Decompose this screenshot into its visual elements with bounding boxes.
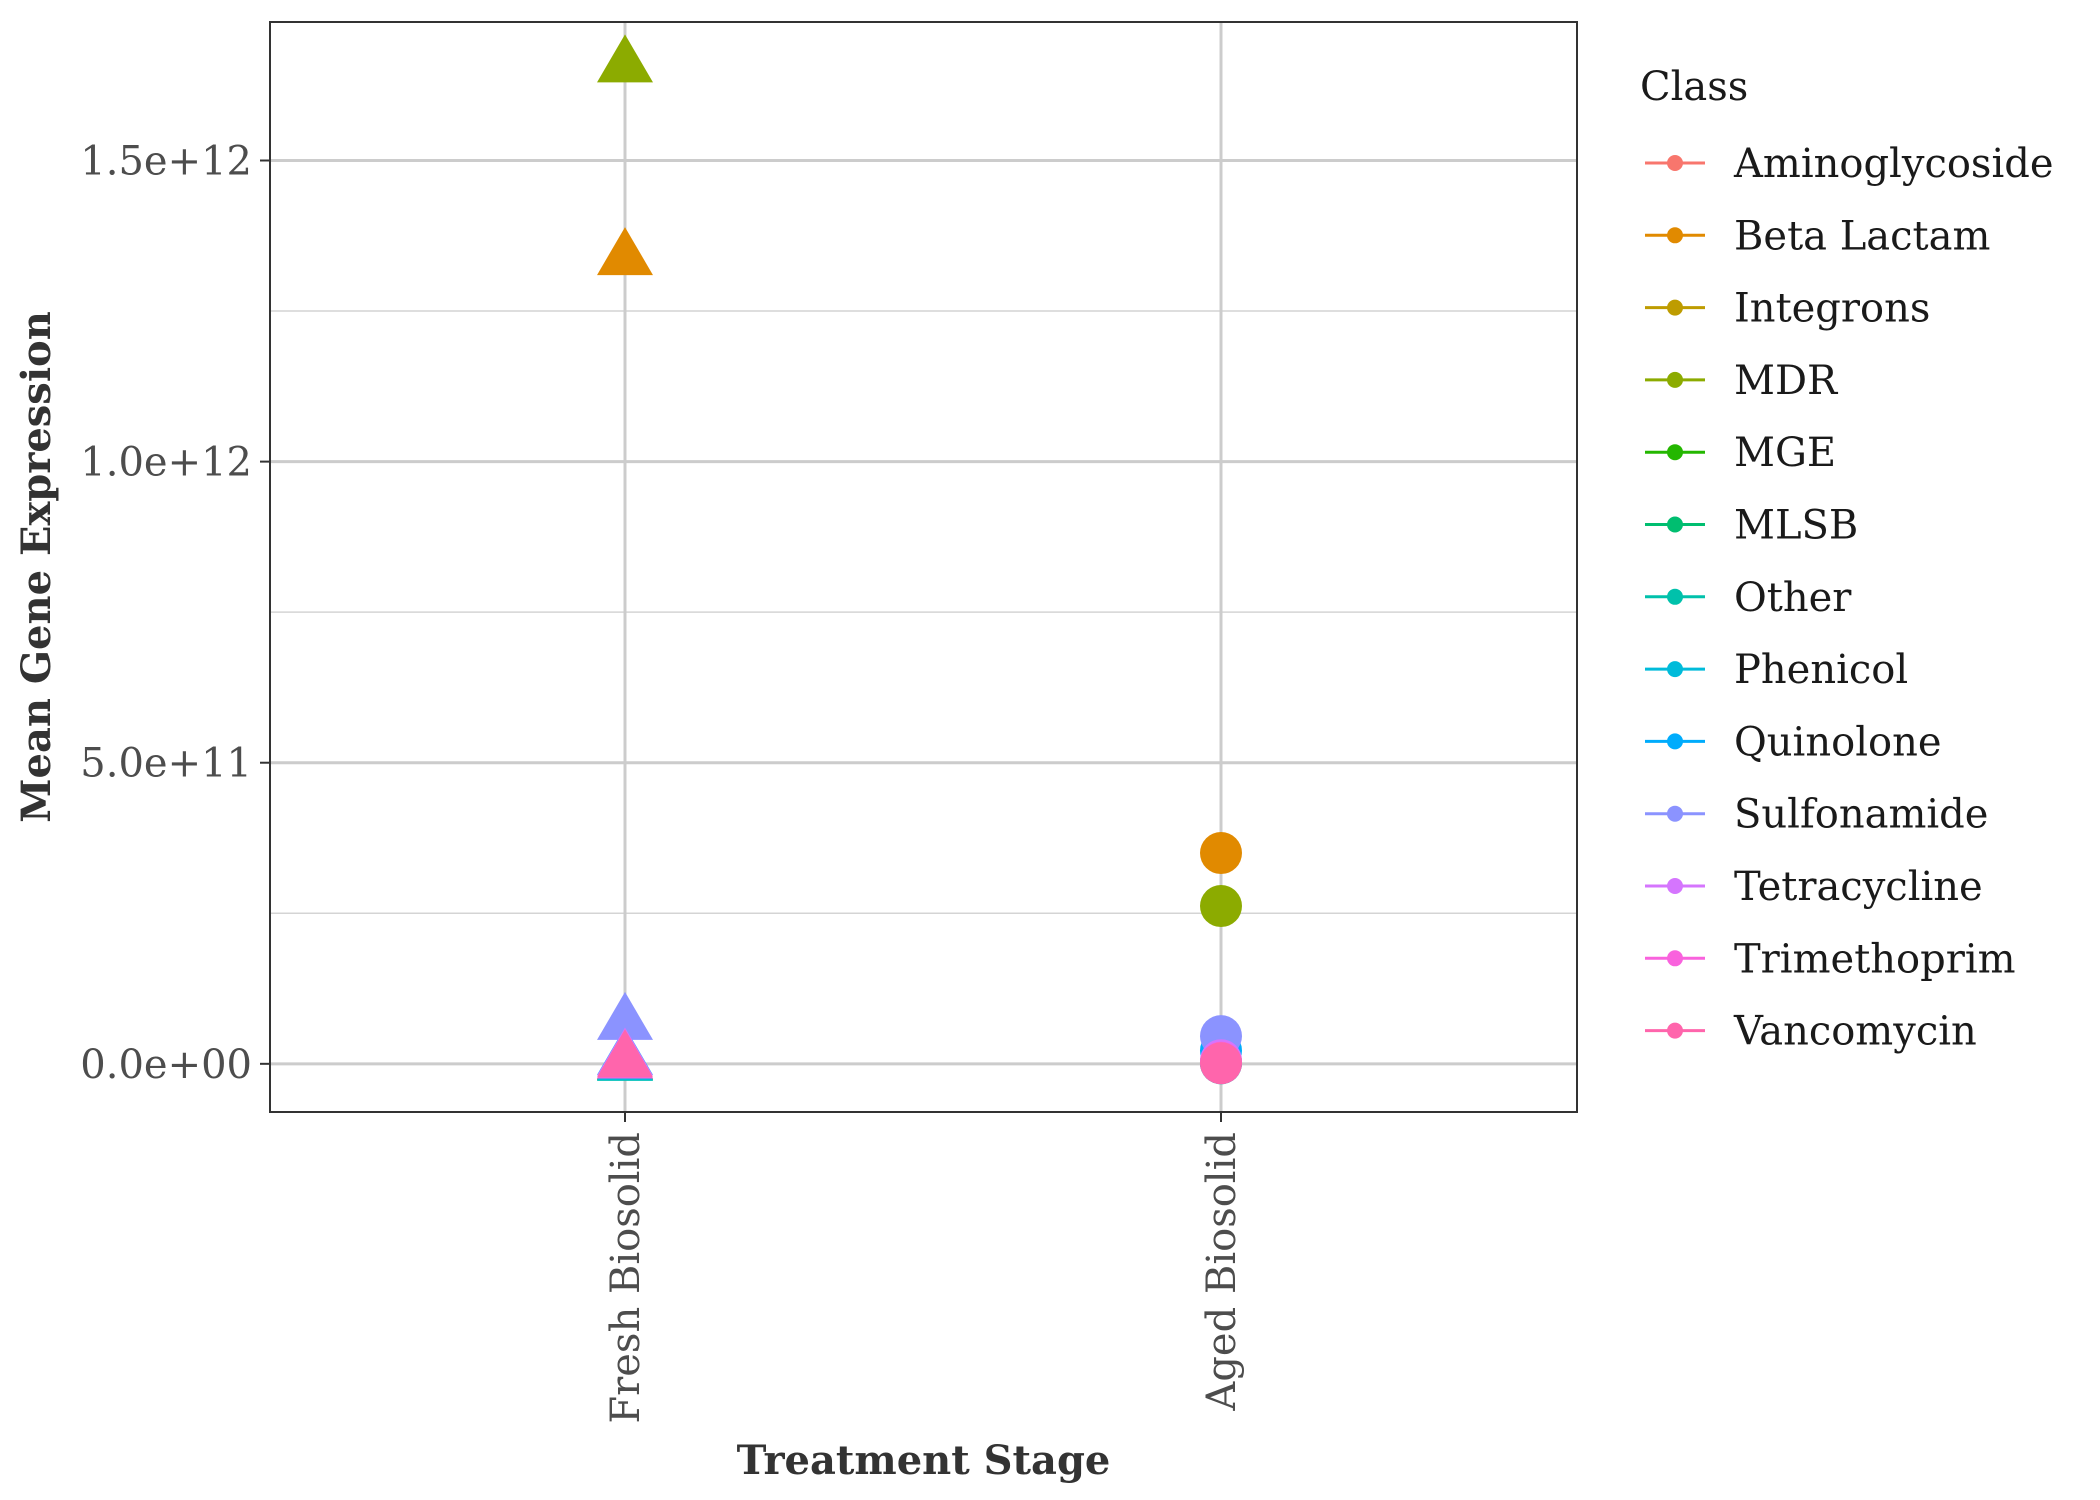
legend-item: Tetracycline: [1645, 864, 1983, 910]
legend-label: Other: [1734, 575, 1852, 621]
legend-item: MGE: [1645, 430, 1836, 476]
legend-key-dot: [1667, 733, 1683, 750]
point-triangle: [597, 34, 653, 83]
legend-item: Integrons: [1645, 286, 1930, 332]
legend-item: Aminoglycoside: [1645, 141, 2054, 187]
x-axis-title: Treatment Stage: [737, 1437, 1111, 1484]
legend-key-dot: [1667, 227, 1683, 244]
legend-item: MLSB: [1645, 503, 1858, 549]
y-tick-label: 1.0e+12: [80, 440, 252, 486]
point-triangle: [597, 227, 653, 276]
x-tick-label: Fresh Biosolid: [603, 1132, 649, 1424]
legend: Aminoglycoside Beta Lactam Integrons MDR MGE…: [1645, 141, 2054, 1055]
y-axis-title: Mean Gene Expression: [13, 311, 60, 823]
legend-key-dot: [1667, 878, 1683, 894]
legend-label: Beta Lactam: [1734, 213, 1990, 259]
y-tick-label: 0.0e+00: [80, 1042, 252, 1088]
legend-item: Sulfonamide: [1645, 792, 1988, 838]
y-tick-label: 1.5e+12: [80, 139, 252, 185]
legend-label: Tetracycline: [1734, 864, 1983, 910]
point-triangle: [597, 991, 653, 1040]
legend-label: Phenicol: [1734, 647, 1908, 693]
point-circle: [1200, 1042, 1242, 1085]
y-axis: 0.0e+00 5.0e+11 1.0e+12 1.5e+12: [80, 139, 270, 1088]
legend-key-dot: [1667, 371, 1683, 388]
legend-key-dot: [1667, 516, 1683, 533]
legend-key-dot: [1667, 155, 1683, 171]
legend-item: MDR: [1645, 358, 1839, 404]
legend-label: Quinolone: [1734, 719, 1942, 765]
legend-item: Phenicol: [1645, 647, 1908, 693]
legend-item: Quinolone: [1645, 719, 1942, 765]
legend-key-dot: [1667, 588, 1683, 605]
legend-label: Trimethoprim: [1734, 936, 2016, 982]
legend-title: Class: [1640, 64, 1748, 110]
point-circle: [1200, 885, 1242, 928]
legend-item: Vancomycin: [1645, 1009, 1977, 1055]
legend-item: Trimethoprim: [1645, 936, 2016, 982]
legend-label: MDR: [1734, 358, 1839, 404]
legend-key-dot: [1667, 444, 1683, 461]
legend-item: Beta Lactam: [1645, 213, 1990, 259]
grid-layer: [270, 22, 1577, 1112]
y-tick-label: 5.0e+11: [80, 741, 252, 787]
legend-key-dot: [1667, 299, 1683, 316]
legend-label: Aminoglycoside: [1733, 141, 2054, 187]
legend-key-dot: [1667, 950, 1683, 967]
panel-border: [269, 21, 1578, 1113]
points-layer: [597, 34, 1242, 1085]
legend-item: Other: [1645, 575, 1852, 621]
legend-key-dot: [1667, 661, 1683, 678]
point-triangle: [597, 1029, 653, 1078]
legend-label: Integrons: [1734, 286, 1930, 332]
x-axis: Fresh Biosolid Aged Biosolid: [603, 1112, 1245, 1424]
legend-label: Sulfonamide: [1734, 792, 1988, 838]
point-circle: [1200, 832, 1242, 875]
x-tick-label: Aged Biosolid: [1199, 1132, 1245, 1412]
legend-key-dot: [1667, 805, 1683, 822]
legend-key-dot: [1667, 1022, 1683, 1039]
legend-label: MLSB: [1734, 503, 1858, 549]
legend-label: Vancomycin: [1733, 1009, 1977, 1055]
legend-label: MGE: [1734, 430, 1836, 476]
